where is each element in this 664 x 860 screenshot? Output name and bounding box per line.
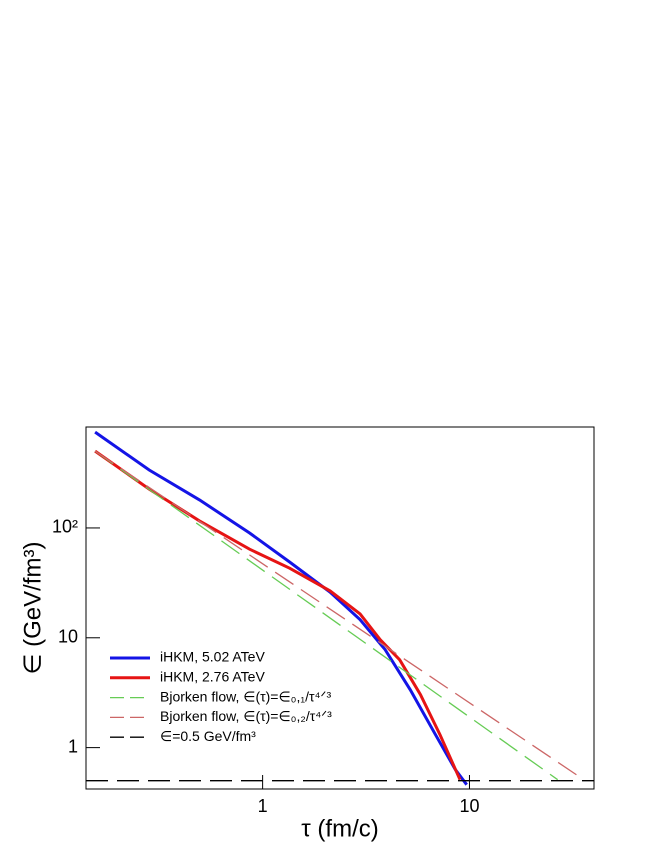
data-line [94, 430, 468, 786]
legend-label: Bjorken flow, ∈(τ)=∈₀,₂/τ⁴ᐟ³ [160, 708, 332, 724]
legend-label: iHKM, 2.76 ATeV [160, 669, 265, 685]
y-tick-label: 10 [58, 627, 78, 647]
data-line [94, 450, 559, 781]
x-tick-label: 10 [459, 796, 479, 816]
legend-label: iHKM, 5.02 ATeV [160, 649, 265, 665]
legend-label: ∈=0.5 GeV/fm³ [160, 728, 256, 744]
legend-label: Bjorken flow, ∈(τ)=∈₀,₁/τ⁴ᐟ³ [160, 688, 331, 704]
y-tick-label: 10² [52, 517, 78, 537]
y-axis-title: ∈ (GeV/fm³) [19, 542, 46, 675]
plot-frame [85, 426, 595, 790]
y-tick-label: 1 [68, 736, 78, 756]
data-line [94, 449, 462, 781]
x-tick-label: 1 [258, 796, 268, 816]
x-axis-title: τ (fm/c) [301, 815, 378, 842]
data-line [94, 450, 585, 781]
